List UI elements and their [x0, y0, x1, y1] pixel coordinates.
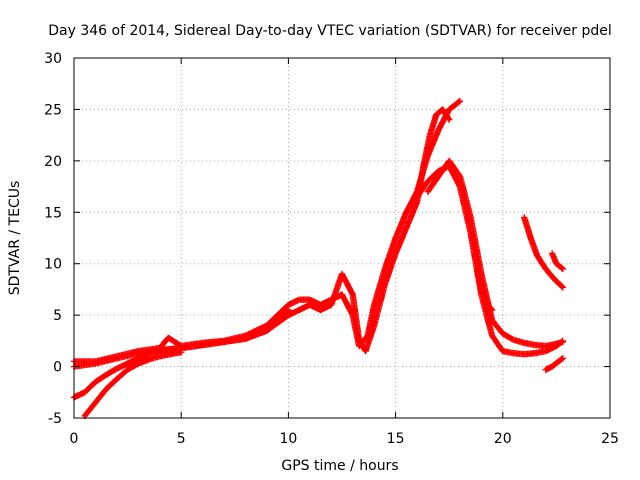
chart-title: Day 346 of 2014, Sidereal Day-to-day VTE…	[48, 23, 612, 39]
x-tick-label: 20	[494, 431, 512, 447]
y-tick-label: -5	[48, 411, 62, 427]
x-tick-label: 0	[70, 431, 79, 447]
series-trace-10	[548, 250, 566, 273]
series-trace-7	[473, 265, 496, 314]
x-tick-label: 5	[177, 431, 186, 447]
y-tick-label: 25	[44, 102, 62, 118]
x-axis-label: GPS time / hours	[281, 458, 398, 474]
y-tick-label: 5	[53, 308, 62, 324]
series-markers	[473, 265, 496, 314]
x-tick-label: 10	[279, 431, 297, 447]
series-trace-9	[521, 214, 566, 291]
y-tick-label: 20	[44, 154, 62, 170]
series-markers	[81, 349, 185, 420]
y-tick-label: 30	[44, 51, 62, 67]
data-points	[70, 98, 566, 420]
grid	[74, 58, 610, 418]
axes: 0 5 10 15 20 25 -5 0 5 10 15 20 25 30	[44, 51, 619, 447]
series-trace-6	[424, 157, 566, 350]
x-tick-label: 15	[387, 431, 405, 447]
y-tick-label: 0	[53, 360, 62, 376]
y-tick-label: 10	[44, 257, 62, 273]
y-axis-label: SDTVAR / TECUs	[7, 181, 23, 296]
series-markers	[424, 157, 566, 350]
series-trace-4	[81, 349, 185, 420]
series-markers	[548, 250, 566, 273]
y-tick-label: 15	[44, 205, 62, 221]
plot-border	[73, 57, 611, 419]
series-markers	[542, 355, 566, 373]
series-trace-8	[542, 355, 566, 373]
x-tick-label: 25	[601, 431, 619, 447]
series-markers	[521, 214, 566, 291]
